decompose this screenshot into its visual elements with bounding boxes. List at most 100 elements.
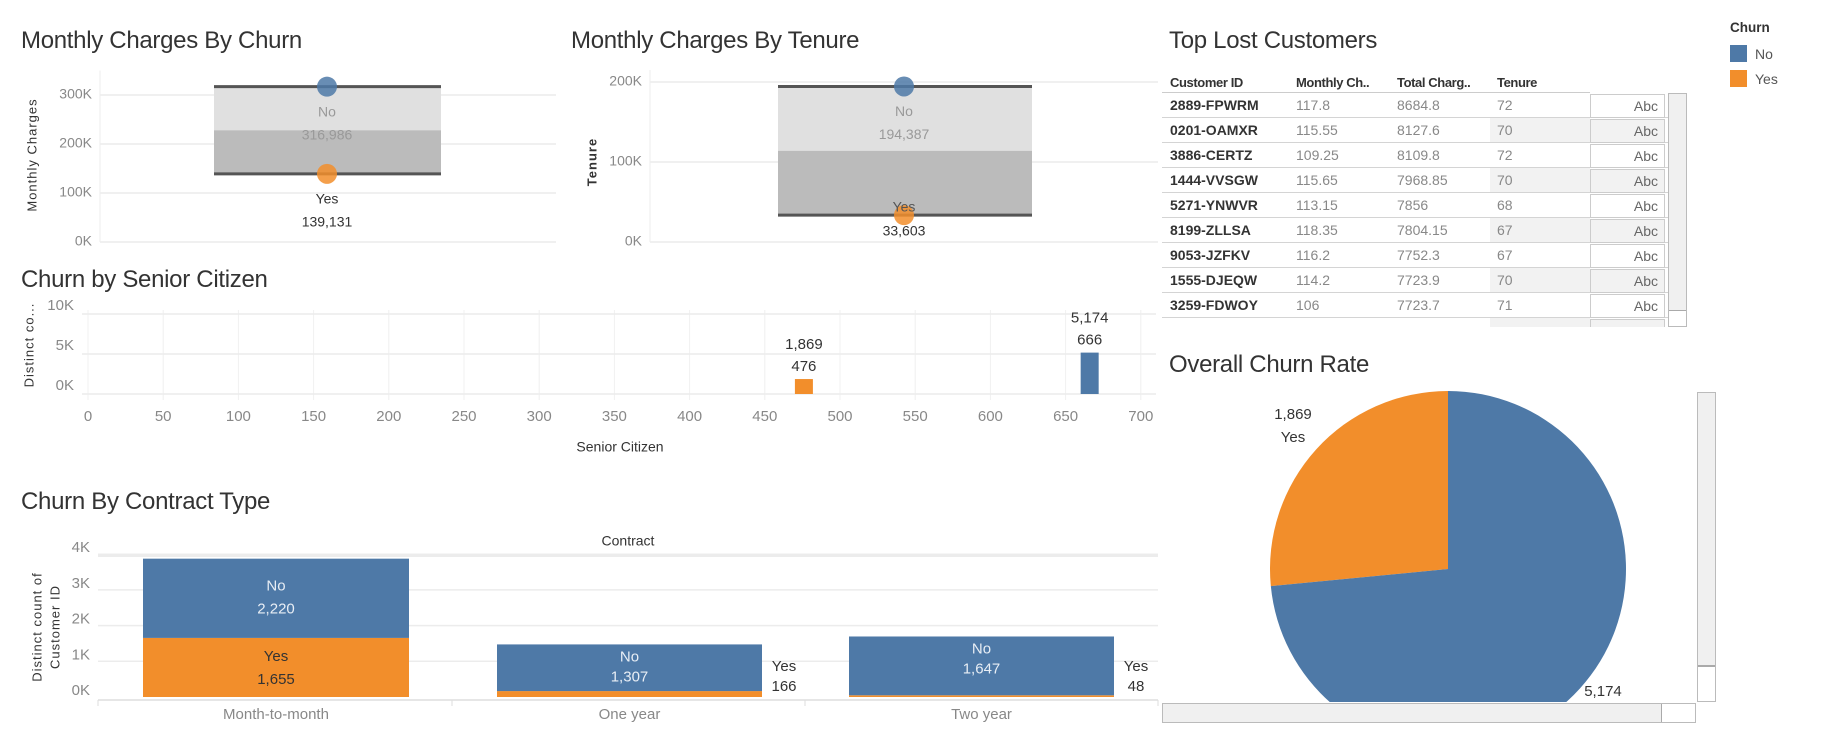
column-header-customer-id[interactable]: Customer ID — [1170, 75, 1243, 90]
table-row[interactable]: 0201-OAMXR 115.55 8127.6 70 Abc — [1162, 118, 1668, 143]
cell-monthly-charges: 113.15 — [1296, 197, 1338, 213]
cell-monthly-charges: 115.55 — [1296, 122, 1338, 138]
pie-vscroll-thumb[interactable] — [1698, 393, 1715, 667]
cell-abc-placeholder: Abc — [1590, 119, 1665, 143]
chart-title-churn-by-senior-citizen: Churn by Senior Citizen — [21, 266, 268, 293]
x-tick-label: 350 — [602, 408, 627, 425]
table-row[interactable]: 2889-FPWRM 117.8 8684.8 72 Abc — [1162, 93, 1668, 118]
bar-no — [1080, 352, 1099, 394]
cell-abc-placeholder: Abc — [1590, 169, 1665, 193]
point-label-churn: Yes — [893, 199, 916, 215]
cell-tenure: 67 — [1490, 243, 1590, 267]
x-category-label: Two year — [951, 706, 1012, 723]
point-label-churn: No — [318, 103, 336, 119]
x-tick-label: 700 — [1128, 408, 1153, 425]
pie-slice-no — [1270, 391, 1626, 702]
table-row-partial[interactable] — [1162, 318, 1668, 327]
bar-segment-yes — [497, 691, 762, 697]
point-label-value: 316,986 — [302, 126, 353, 142]
y-tick-label: 100K — [609, 153, 642, 169]
cell-customer-id: 0201-OAMXR — [1170, 122, 1258, 138]
x-tick-label: 200 — [376, 408, 401, 425]
cell-tenure: 70 — [1490, 168, 1590, 192]
point-label-value: 139,131 — [302, 214, 353, 230]
pie-hscroll-thumb[interactable] — [1163, 704, 1662, 722]
bar-segment-no — [849, 636, 1114, 696]
point-label-value: 194,387 — [879, 126, 930, 142]
table-row[interactable]: 1555-DJEQW 114.2 7723.9 70 Abc — [1162, 268, 1668, 293]
bar-segment-yes — [143, 637, 409, 697]
cell-customer-id: 2889-FPWRM — [1170, 97, 1259, 113]
churn-legend: Churn No Yes — [1730, 20, 1778, 91]
legend-swatch-no — [1730, 45, 1747, 62]
column-header-tenure[interactable]: Tenure — [1497, 75, 1537, 90]
x-tick-label: 650 — [1053, 408, 1078, 425]
data-point-no — [894, 76, 914, 97]
cell-customer-id: 5271-YNWVR — [1170, 197, 1258, 213]
table-scroll-thumb[interactable] — [1669, 94, 1686, 311]
x-tick-label: 400 — [677, 408, 702, 425]
bar-x-label: 666 — [1077, 332, 1102, 349]
y-tick-label: 100K — [59, 184, 92, 200]
cell-customer-id: 1555-DJEQW — [1170, 272, 1258, 288]
data-point-yes — [894, 205, 914, 226]
y-axis-title: Tenure — [584, 138, 599, 186]
x-tick-label: 250 — [451, 408, 476, 425]
cell-monthly-charges: 106 — [1296, 297, 1320, 313]
cell-tenure: 71 — [1490, 293, 1590, 317]
pie-horizontal-scrollbar[interactable] — [1162, 703, 1696, 723]
point-label-value: 33,603 — [883, 223, 926, 239]
cell-abc-placeholder: Abc — [1590, 294, 1665, 318]
x-tick-label: 500 — [827, 408, 852, 425]
cell-total-charges: 7723.7 — [1397, 297, 1440, 313]
chart-title-monthly-charges-by-churn: Monthly Charges By Churn — [21, 27, 302, 54]
segment-label-series: Yes — [772, 658, 796, 675]
top-lost-customers-table: Customer ID Monthly Ch.. Total Charg.. T… — [1162, 70, 1668, 327]
cell-monthly-charges: 118.35 — [1296, 222, 1338, 238]
table-row[interactable]: 3259-FDWOY 106 7723.7 71 Abc — [1162, 293, 1668, 318]
segment-label-series: No — [620, 648, 639, 665]
cell-tenure: 72 — [1490, 143, 1590, 167]
y-tick-label: 0K — [56, 377, 74, 394]
cell-abc-placeholder — [1590, 319, 1665, 327]
table-row[interactable]: 8199-ZLLSA 118.35 7804.15 67 Abc — [1162, 218, 1668, 243]
cell-abc-placeholder: Abc — [1590, 144, 1665, 168]
segment-label-series: No — [266, 578, 285, 595]
table-row[interactable]: 1444-VVSGW 115.65 7968.85 70 Abc — [1162, 168, 1668, 193]
x-tick-label: 100 — [226, 408, 251, 425]
cell-total-charges: 7856 — [1397, 197, 1429, 213]
y-tick-label: 10K — [47, 297, 74, 314]
reference-band-upper — [778, 86, 1032, 151]
cell-tenure: 67 — [1490, 218, 1590, 242]
y-tick-label: 1K — [72, 646, 90, 663]
y-tick-label: 0K — [625, 233, 643, 249]
bar-segment-yes — [849, 695, 1114, 697]
cell-abc-placeholder: Abc — [1590, 244, 1665, 268]
table-vertical-scrollbar[interactable] — [1668, 93, 1687, 327]
chart-title-overall-churn-rate: Overall Churn Rate — [1169, 351, 1370, 378]
cell-customer-id: 1444-VVSGW — [1170, 172, 1258, 188]
bar-value-label: 5,174 — [1071, 310, 1109, 327]
column-header-total-charges[interactable]: Total Charg.. — [1397, 75, 1471, 90]
pie-label-value: 1,869 — [1274, 406, 1312, 423]
cell-abc-placeholder: Abc — [1590, 219, 1665, 243]
column-header-monthly-charges[interactable]: Monthly Ch.. — [1296, 75, 1370, 90]
legend-item-no[interactable]: No — [1730, 41, 1778, 66]
table-row[interactable]: 9053-JZFKV 116.2 7752.3 67 Abc — [1162, 243, 1668, 268]
legend-swatch-yes — [1730, 70, 1747, 87]
cell-total-charges: 7723.9 — [1397, 272, 1440, 288]
table-row[interactable]: 3886-CERTZ 109.25 8109.8 72 Abc — [1162, 143, 1668, 168]
x-category-label: Month-to-month — [223, 706, 329, 723]
legend-item-yes[interactable]: Yes — [1730, 66, 1778, 91]
table-row[interactable]: 5271-YNWVR 113.15 7856 68 Abc — [1162, 193, 1668, 218]
pie-vertical-scrollbar[interactable] — [1697, 392, 1716, 702]
cell-tenure: 70 — [1490, 268, 1590, 292]
cell-total-charges: 8684.8 — [1397, 97, 1440, 113]
x-tick-label: 0 — [84, 408, 92, 425]
cell-tenure: 72 — [1490, 93, 1590, 117]
table-title-top-lost-customers: Top Lost Customers — [1169, 27, 1378, 54]
segment-label-series: Yes — [264, 648, 288, 665]
x-tick-label: 550 — [903, 408, 928, 425]
cell-abc-placeholder: Abc — [1590, 194, 1665, 218]
cell-total-charges: 8109.8 — [1397, 147, 1440, 163]
